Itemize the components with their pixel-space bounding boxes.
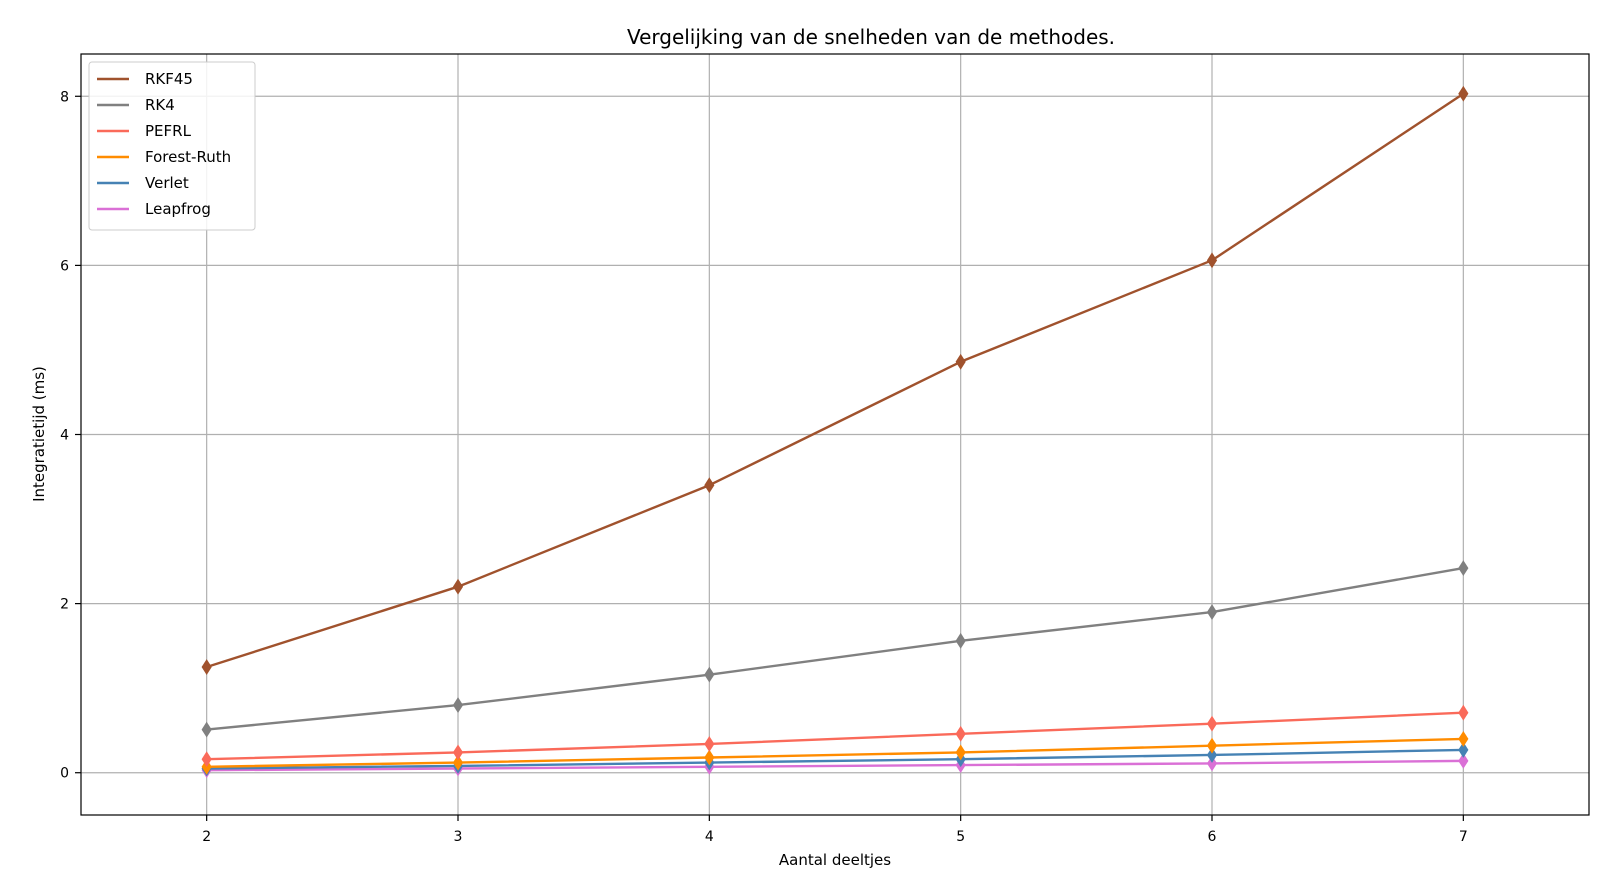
x-tick-label: 6 <box>1208 829 1217 845</box>
axis-ticks: 2 3 4 5 6 7 0 2 4 6 8 <box>60 89 1468 845</box>
data-point-rkf45 <box>201 659 212 675</box>
series-rk4 <box>201 560 1469 738</box>
series-line-verlet <box>206 748 1464 770</box>
y-axis-label: Integratietijd (ms) <box>30 366 48 502</box>
series-rkf45 <box>201 85 1469 675</box>
data-point-forest-ruth <box>704 749 715 766</box>
legend-label-rk4: RK4 <box>145 96 175 114</box>
series-line-leapfrog <box>206 759 1464 772</box>
series-lines <box>201 85 1469 779</box>
data-point-rkf45 <box>955 353 966 370</box>
legend-label-rkf45: RKF45 <box>145 70 193 88</box>
legend: RKF45 RK4 PEFRL Forest-Ruth Verlet Leapfrog <box>88 61 256 231</box>
legend-label-forest-ruth: Forest-Ruth <box>145 148 231 166</box>
data-point-rkf45 <box>1458 85 1469 102</box>
data-point-leapfrog <box>1206 755 1218 772</box>
series-line-rk4 <box>206 566 1464 731</box>
data-point-rk4 <box>1458 560 1469 577</box>
data-point-forest-ruth <box>955 744 966 761</box>
data-point-forest-ruth <box>452 754 464 771</box>
data-point-verlet <box>1458 741 1469 758</box>
series-pefrl <box>201 704 1469 768</box>
data-point-rk4 <box>452 697 464 714</box>
x-tick-label: 2 <box>202 829 211 845</box>
data-point-pefrl <box>452 744 464 761</box>
series-line-pefrl <box>206 711 1464 761</box>
series-line-forest-ruth <box>206 737 1464 769</box>
legend-label-pefrl: PEFRL <box>145 122 192 140</box>
data-point-verlet <box>1206 747 1218 763</box>
y-tick-label: 6 <box>60 258 69 274</box>
grid <box>81 54 1589 815</box>
y-tick-label: 0 <box>60 766 69 782</box>
chart-title: Vergelijking van de snelheden van de met… <box>627 25 1115 49</box>
legend-frame <box>88 61 256 231</box>
data-point-rk4 <box>955 632 966 649</box>
legend-label-verlet: Verlet <box>145 174 189 192</box>
data-point-rkf45 <box>704 477 715 494</box>
data-point-pefrl <box>1458 704 1469 721</box>
data-point-rk4 <box>1206 604 1218 620</box>
x-tick-label: 7 <box>1459 829 1468 845</box>
data-point-leapfrog <box>1458 752 1469 769</box>
data-point-pefrl <box>201 751 212 768</box>
y-tick-label: 2 <box>60 597 69 613</box>
x-tick-label: 3 <box>454 829 463 845</box>
data-point-rk4 <box>704 666 715 683</box>
x-axis-label: Aantal deeltjes <box>779 851 891 869</box>
data-point-rkf45 <box>1206 252 1218 269</box>
data-point-forest-ruth <box>1458 730 1469 747</box>
series-verlet <box>201 741 1469 777</box>
legend-label-leapfrog: Leapfrog <box>145 200 211 218</box>
data-point-pefrl <box>955 725 966 742</box>
y-tick-label: 4 <box>60 428 69 444</box>
y-tick-label: 8 <box>60 89 69 105</box>
data-point-forest-ruth <box>1206 737 1218 754</box>
data-point-pefrl <box>1206 715 1218 732</box>
x-tick-label: 5 <box>956 829 965 845</box>
x-tick-label: 4 <box>705 829 714 845</box>
series-line-rkf45 <box>206 92 1464 669</box>
data-point-rkf45 <box>452 578 464 595</box>
data-point-rk4 <box>201 721 212 738</box>
data-point-pefrl <box>704 736 715 752</box>
